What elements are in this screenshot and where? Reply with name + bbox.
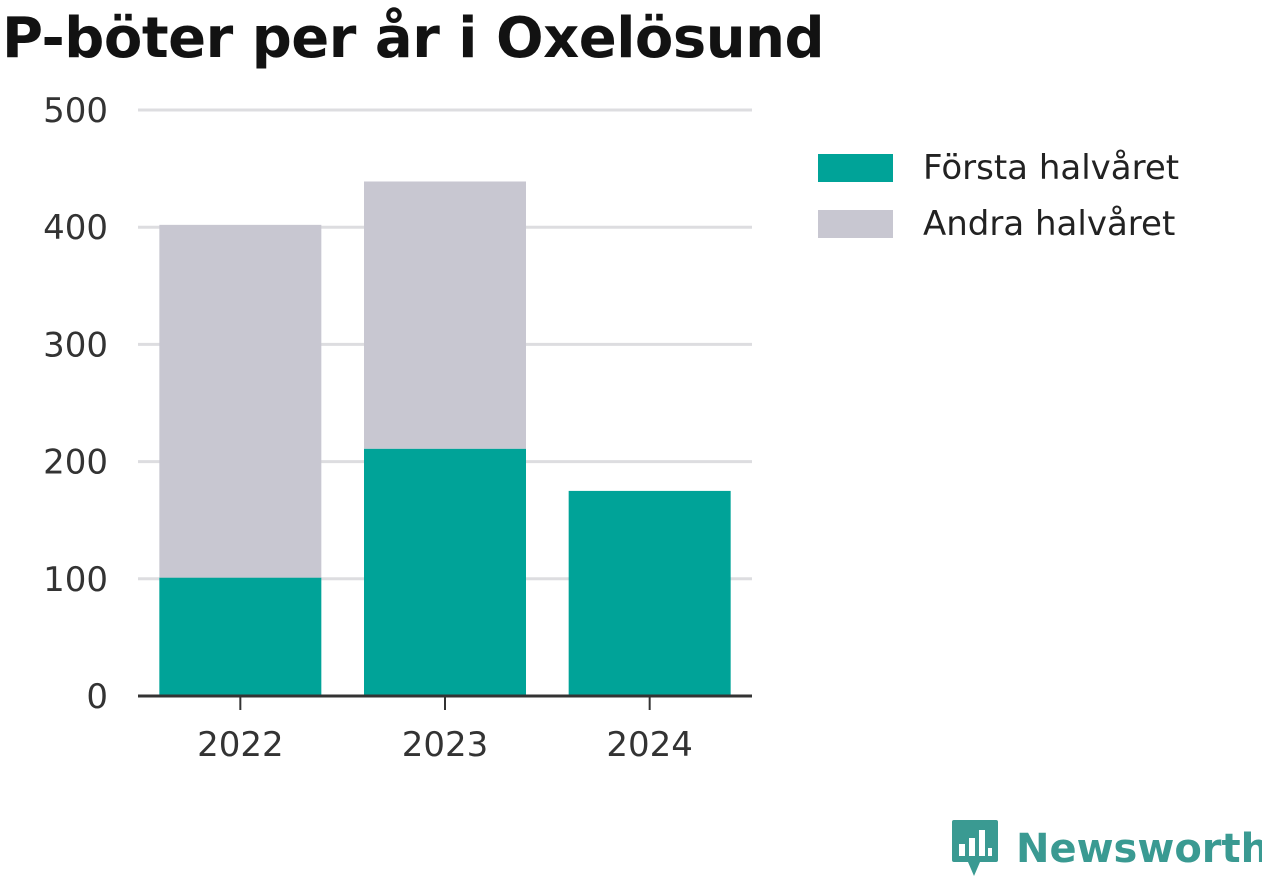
y-tick-label: 400 [43, 208, 108, 248]
legend-swatch-andra [818, 210, 893, 238]
legend-label-andra: Andra halvåret [923, 204, 1176, 244]
newsworthy-logo: Newsworthy [950, 818, 1262, 880]
bar-2024-series-0 [568, 490, 731, 696]
bar-2022-series-0 [159, 577, 322, 696]
legend-item-andra: Andra halvåret [818, 196, 1179, 252]
x-tick-label: 2022 [197, 725, 284, 765]
legend-label-forsta: Första halvåret [923, 148, 1180, 188]
y-tick-label: 200 [43, 443, 108, 483]
x-tick-label: 2023 [402, 725, 489, 765]
x-tick-label: 2024 [606, 725, 693, 765]
y-tick-label: 0 [86, 677, 108, 717]
chart-title: P-böter per år i Oxelösund [2, 6, 825, 71]
bar-2023-series-1 [364, 181, 526, 449]
y-tick-label: 100 [43, 560, 108, 600]
legend-item-forsta: Första halvåret [818, 140, 1179, 196]
bar-2022-series-1 [159, 224, 322, 578]
bar-2023-series-0 [364, 448, 526, 696]
y-tick-label: 500 [43, 91, 108, 131]
legend: Första halvåret Andra halvåret [818, 140, 1179, 252]
chart-bubble-icon [952, 820, 998, 876]
y-tick-label: 300 [43, 325, 108, 365]
brand-name: Newsworthy [1016, 826, 1262, 872]
legend-swatch-forsta [818, 154, 893, 182]
